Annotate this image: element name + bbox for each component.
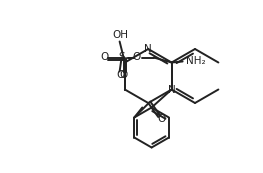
Text: NH₂: NH₂ [186,56,205,66]
Text: N: N [168,84,175,94]
Text: O: O [119,71,128,80]
Text: O: O [133,52,141,62]
Text: OH: OH [113,30,129,40]
Text: O: O [117,71,125,80]
Text: N: N [144,44,152,54]
Text: O: O [157,114,165,124]
Text: O: O [100,52,109,62]
Text: S: S [118,52,125,62]
